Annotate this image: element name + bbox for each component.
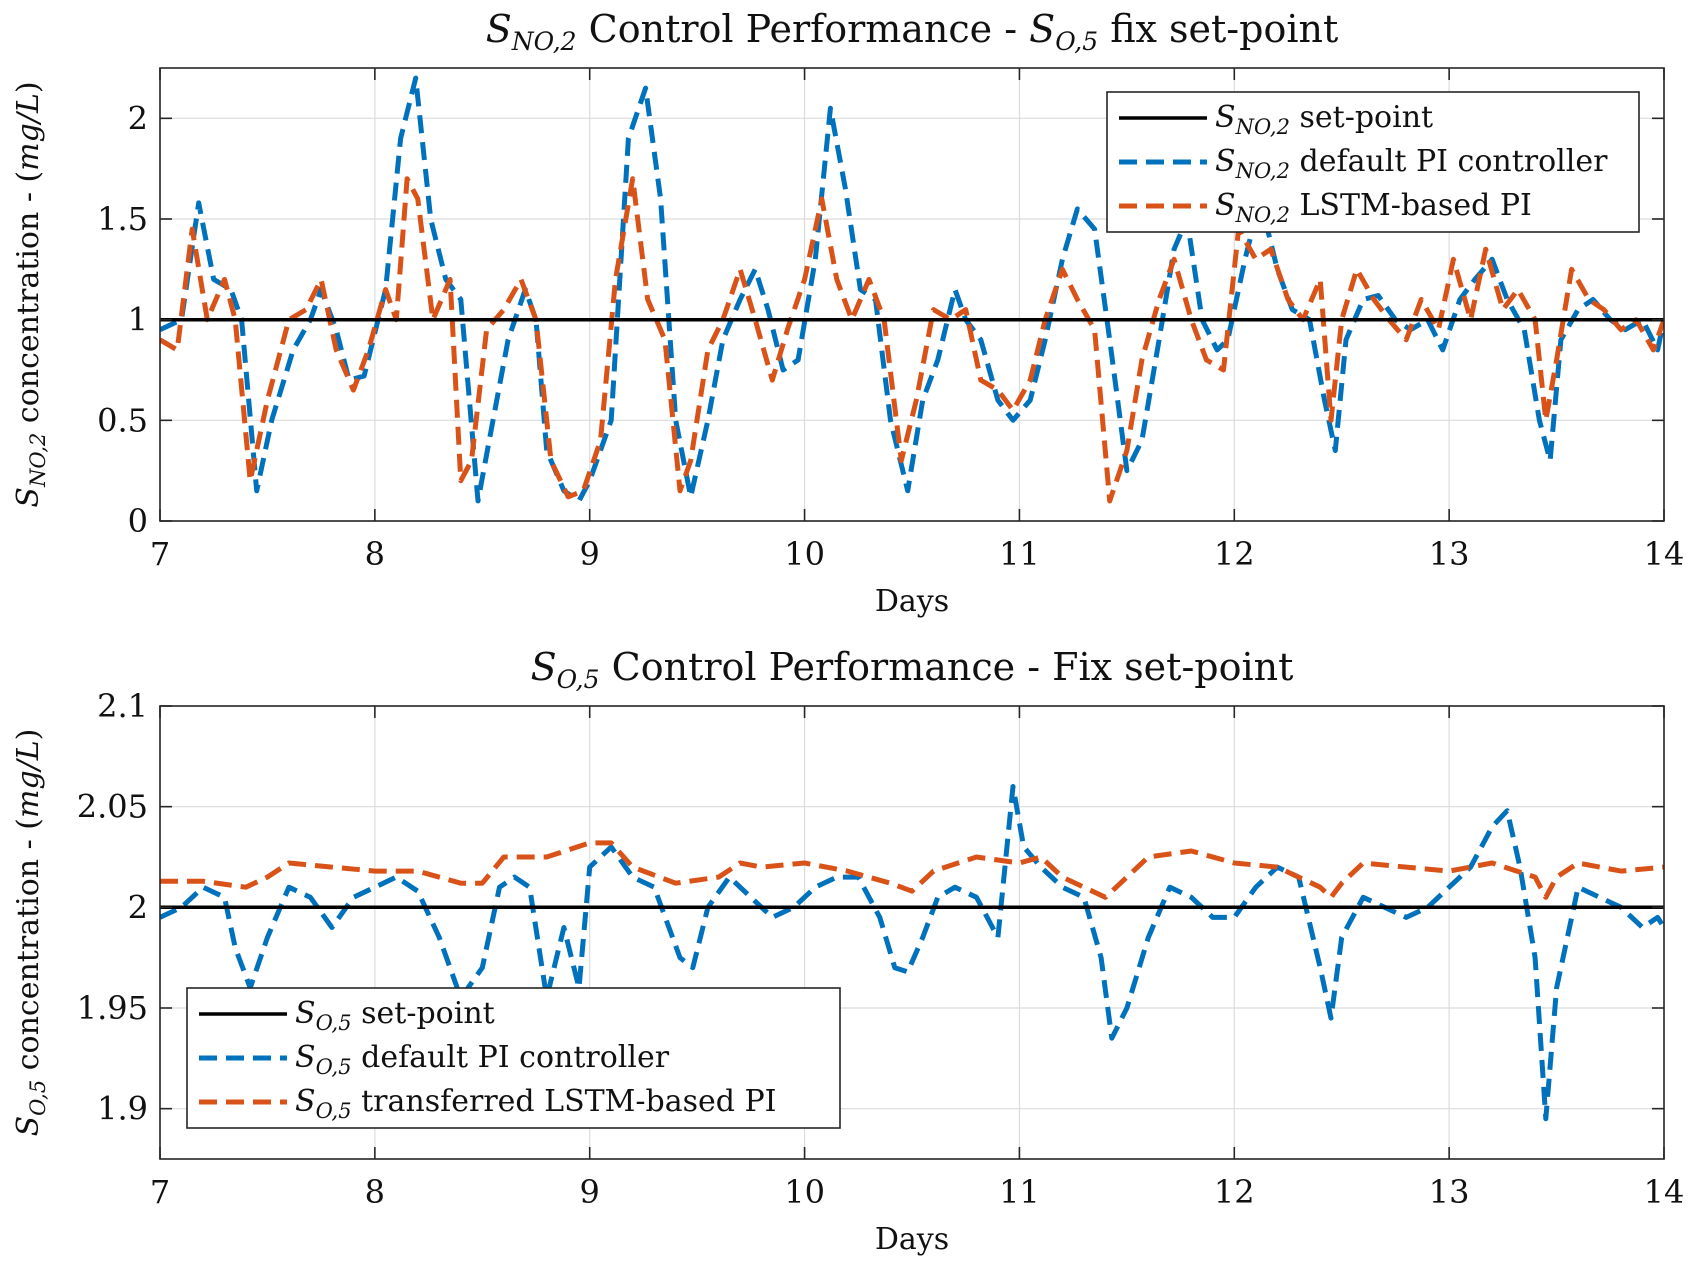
y-tick-label: 1.95 [77, 989, 148, 1027]
chart-top-legend: SNO,2 set-point SNO,2 default PI control… [1106, 91, 1640, 233]
series-line-default-pi-controller [160, 784, 1664, 1122]
chart-top-ylabel: SNO,2 concentration - (mg/L) [11, 81, 50, 507]
y-tick-label: 2 [128, 888, 148, 926]
y-tick-label: 0 [128, 502, 148, 540]
legend-item-setpoint: SNO,2 set-point [1119, 100, 1433, 139]
legend-box [186, 987, 841, 1129]
x-tick-label: 14 [1644, 535, 1685, 573]
x-tick-label: 11 [999, 535, 1040, 573]
legend-item-lstm-pi: SNO,2 LSTM-based PI [1119, 188, 1532, 227]
legend-label: SO,5 set-point [295, 996, 495, 1035]
x-tick-label: 11 [999, 1173, 1040, 1211]
legend-box [1106, 91, 1640, 233]
chart-top-frame [159, 67, 1665, 522]
y-tick-label: 1.5 [97, 200, 148, 238]
x-tick-label: 9 [580, 1173, 600, 1211]
chart-bottom-ticks: 7 8 9 10 11 12 13 14 1.9 1.95 2 2.05 2.1 [77, 687, 1685, 1211]
x-tick-label: 12 [1214, 1173, 1255, 1211]
y-tick-label: 1.9 [97, 1090, 148, 1128]
x-tick-label: 13 [1429, 1173, 1470, 1211]
legend-label: SNO,2 default PI controller [1215, 144, 1608, 183]
legend-label: SNO,2 set-point [1215, 100, 1433, 139]
y-tick-label: 0.5 [97, 401, 148, 439]
legend-label: SNO,2 LSTM-based PI [1215, 188, 1532, 227]
chart-top-xlabel: Days [875, 584, 949, 619]
legend-label: SO,5 transferred LSTM-based PI [295, 1084, 777, 1123]
x-tick-label: 8 [365, 535, 385, 573]
series-line-transferred-lstm-based-pi [160, 840, 1664, 900]
x-tick-label: 10 [784, 1173, 825, 1211]
y-tick-label: 1 [128, 301, 148, 339]
legend-item-default-pi: SNO,2 default PI controller [1119, 144, 1608, 183]
legend-item-setpoint: SO,5 set-point [199, 996, 495, 1035]
chart-bottom-ylabel: SO,5 concentration - (mg/L) [11, 729, 50, 1137]
legend-item-default-pi: SO,5 default PI controller [199, 1040, 670, 1079]
chart-top: SNO,2 Control Performance - SO,5 fix set… [11, 7, 1684, 619]
x-tick-label: 13 [1429, 535, 1470, 573]
x-tick-label: 7 [150, 535, 170, 573]
x-tick-label: 10 [784, 535, 825, 573]
y-tick-label: 2.1 [97, 687, 148, 725]
y-tick-label: 2.05 [77, 788, 148, 826]
legend-item-lstm-pi: SO,5 transferred LSTM-based PI [199, 1084, 777, 1123]
series-line-default-pi-controller [160, 75, 1664, 504]
x-tick-label: 9 [580, 535, 600, 573]
chart-bottom-frame [159, 705, 1665, 1160]
legend-label: SO,5 default PI controller [295, 1040, 670, 1079]
chart-bottom-xlabel: Days [875, 1222, 949, 1257]
x-tick-label: 7 [150, 1173, 170, 1211]
chart-top-plot [160, 75, 1664, 504]
y-tick-label: 2 [128, 99, 148, 137]
chart-bottom-legend: SO,5 set-point SO,5 default PI controlle… [186, 987, 841, 1129]
chart-top-ticks: 7 8 9 10 11 12 13 14 0 0.5 1 1.5 2 [97, 68, 1684, 573]
series-line-lstm-based-pi [160, 176, 1664, 504]
chart-top-title: SNO,2 Control Performance - SO,5 fix set… [486, 7, 1339, 56]
chart-bottom-title: SO,5 Control Performance - Fix set-point [531, 645, 1294, 694]
x-tick-label: 14 [1644, 1173, 1685, 1211]
chart-bottom: SO,5 Control Performance - Fix set-point… [11, 645, 1684, 1257]
x-tick-label: 12 [1214, 535, 1255, 573]
chart-bottom-plot [160, 784, 1664, 1122]
x-tick-label: 8 [365, 1173, 385, 1211]
